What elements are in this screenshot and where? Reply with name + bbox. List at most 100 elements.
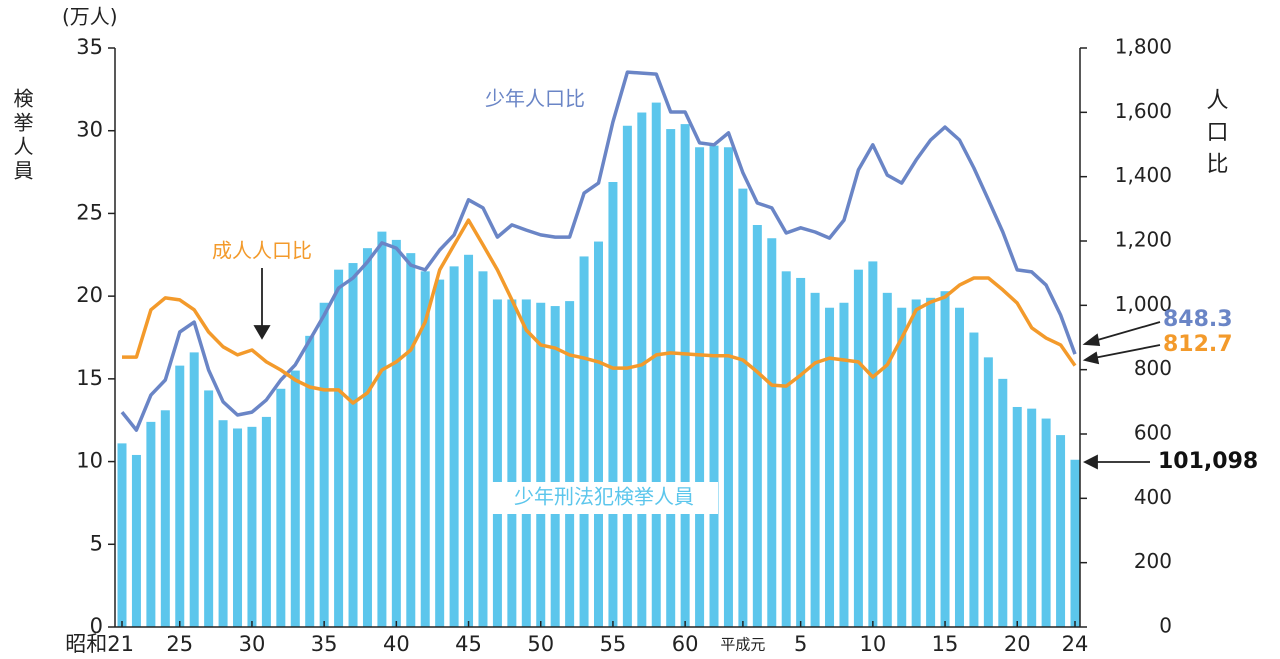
arrow-head — [253, 325, 271, 340]
x-tick-label: 15 — [932, 632, 959, 656]
bar — [752, 225, 762, 627]
bar — [680, 124, 690, 628]
y2-tick-label: 1,400 — [1115, 163, 1172, 187]
x-tick-label: 10 — [859, 632, 886, 656]
bar — [377, 231, 387, 627]
bar — [954, 307, 964, 627]
y-tick-label: 5 — [90, 531, 103, 555]
x-tick-label: 60 — [672, 632, 699, 656]
bar — [565, 301, 575, 627]
bars — [117, 102, 1080, 628]
bar — [276, 388, 286, 627]
bar — [189, 352, 199, 627]
bar — [507, 299, 517, 627]
bar — [897, 307, 907, 627]
label-bg — [490, 482, 718, 514]
y-axis-label: 検挙人員 — [10, 88, 34, 184]
y2-tick-label: 1,200 — [1115, 228, 1172, 252]
x-tick-label: 55 — [600, 632, 627, 656]
x-tick-label: 24 — [1062, 632, 1089, 656]
bar — [362, 248, 372, 627]
bar — [117, 443, 127, 627]
value-label: 812.7 — [1163, 332, 1233, 357]
bar — [435, 279, 445, 627]
bar — [796, 277, 806, 627]
line-series — [122, 218, 1077, 405]
bar — [146, 421, 156, 627]
arrow — [1093, 321, 1161, 342]
x-tick-label: 30 — [239, 632, 266, 656]
bar — [348, 263, 358, 627]
bar — [536, 302, 546, 627]
annotation-arrows — [253, 268, 1161, 470]
x-tick-label: 50 — [527, 632, 554, 656]
bar — [449, 266, 459, 627]
bar — [767, 238, 777, 627]
arrow-head — [1082, 333, 1101, 346]
line-series — [120, 70, 1077, 432]
bar — [738, 188, 748, 627]
bar — [492, 299, 502, 627]
y2-axis-label: 人口比 — [1203, 88, 1229, 184]
bar — [1041, 418, 1051, 627]
bar — [131, 454, 141, 627]
bar — [420, 271, 430, 627]
bar — [550, 306, 560, 627]
bar — [247, 426, 257, 627]
bar — [926, 297, 936, 627]
bar — [637, 112, 647, 627]
bar — [666, 129, 676, 627]
y2-tick-label: 1,800 — [1115, 35, 1172, 59]
x-tick-label: 40 — [383, 632, 410, 656]
arrow-head — [1082, 454, 1098, 470]
series-label: 成人人口比 — [212, 239, 312, 263]
bar — [290, 370, 300, 627]
bar — [218, 420, 228, 627]
bar — [1012, 406, 1022, 627]
bar — [882, 292, 892, 627]
bar — [810, 292, 820, 627]
y2-tick-label: 1,600 — [1115, 99, 1172, 123]
bar — [478, 271, 488, 627]
x-tick-label: 5 — [794, 632, 807, 656]
x-tick-label: 45 — [455, 632, 482, 656]
bar — [175, 365, 185, 627]
bar — [464, 254, 474, 628]
bar — [391, 239, 401, 627]
bar — [406, 253, 416, 628]
bar — [940, 291, 950, 627]
y2-tick-label: 600 — [1134, 421, 1172, 445]
bar — [709, 145, 719, 628]
series-label: 少年刑法犯検挙人員 — [514, 485, 694, 509]
bar — [998, 378, 1008, 627]
y2-tick-label: 400 — [1134, 485, 1172, 509]
bar — [839, 302, 849, 627]
bar — [825, 307, 835, 627]
bar — [334, 269, 344, 627]
bar — [261, 416, 271, 627]
bar — [781, 271, 791, 627]
bar — [521, 299, 531, 627]
bar — [233, 428, 243, 627]
bar — [853, 269, 863, 627]
y-tick-label: 0 — [90, 614, 103, 638]
bar — [1056, 435, 1066, 627]
x-tick-label: 昭和21 — [65, 632, 134, 656]
x-tick-label: 平成元 — [720, 636, 765, 654]
y2-tick-label: 0 — [1159, 614, 1172, 638]
bar — [969, 332, 979, 627]
arrow-head — [1082, 351, 1100, 365]
bar — [160, 410, 170, 627]
bar — [1027, 408, 1037, 627]
bar — [608, 181, 618, 628]
series-label: 少年人口比 — [485, 87, 585, 111]
y-tick-label: 20 — [76, 283, 103, 307]
x-tick-label: 35 — [311, 632, 338, 656]
bar — [1070, 459, 1080, 627]
arrow — [1093, 344, 1161, 359]
y2-tick-label: 1,000 — [1115, 292, 1172, 316]
bar — [911, 299, 921, 627]
y-tick-label: 15 — [76, 366, 103, 390]
value-label: 848.3 — [1163, 307, 1233, 332]
